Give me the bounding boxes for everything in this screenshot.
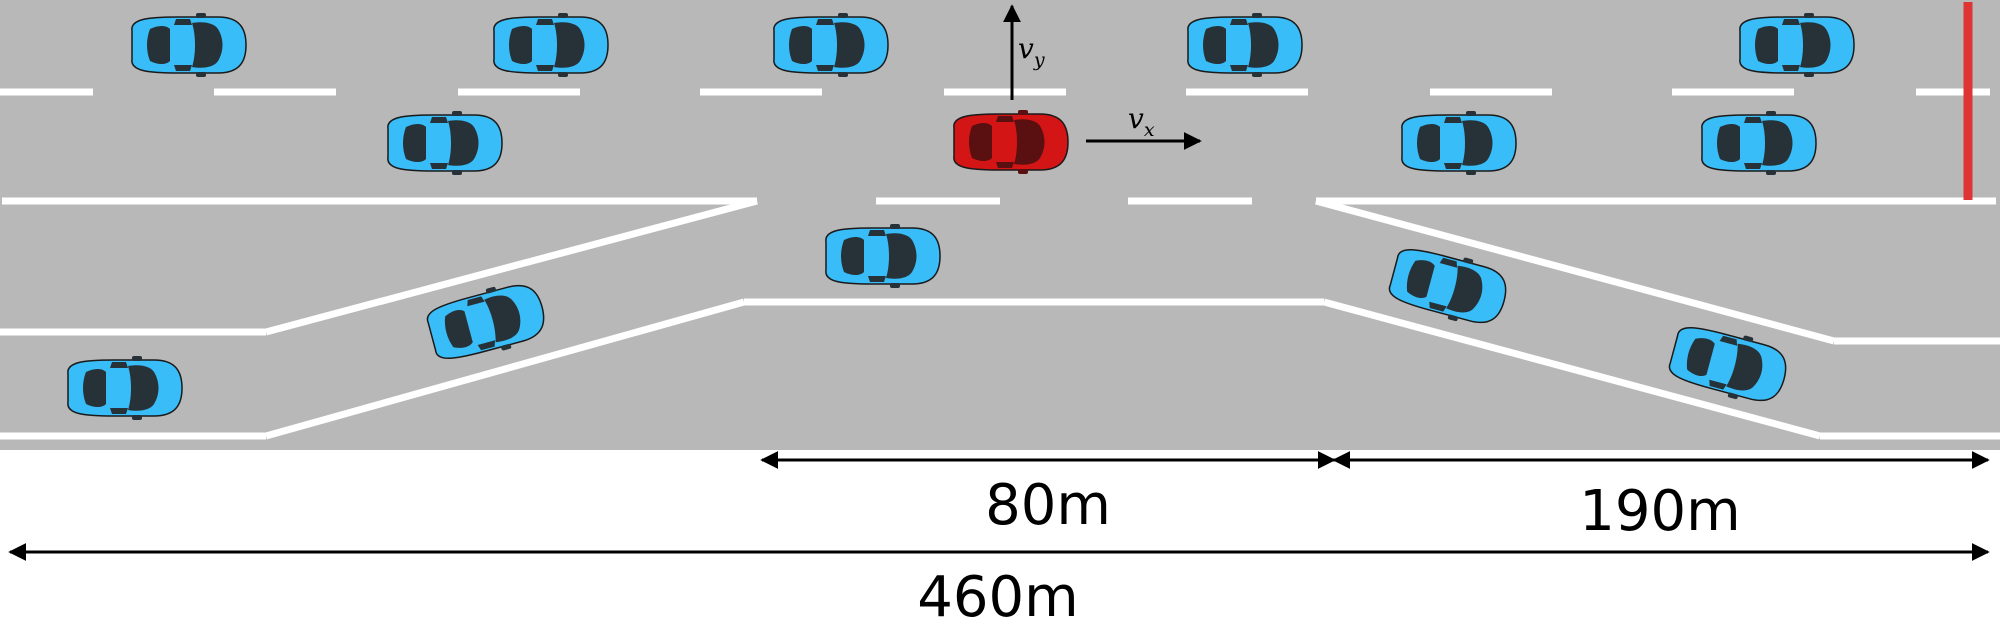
car-icon-3 xyxy=(1187,13,1303,77)
car-icon-8 xyxy=(825,224,941,288)
car-icon-4 xyxy=(1739,13,1855,77)
car-icon-0 xyxy=(131,13,247,77)
dim-190m-label: 190m xyxy=(1579,479,1740,544)
vy-label: vy xyxy=(1018,32,1045,71)
ego-car-icon xyxy=(953,110,1069,174)
dimension-lines: 80m 190m 460m xyxy=(8,451,1990,618)
car-icon-5 xyxy=(387,111,503,175)
car-icon-12 xyxy=(1668,326,1787,402)
ramp-left-lower xyxy=(265,298,745,440)
vx-label: vx xyxy=(1128,102,1155,141)
ramp-left-upper xyxy=(265,197,758,336)
dim-80m-label: 80m xyxy=(985,473,1111,538)
ramp-right-lower xyxy=(1323,298,1821,440)
car-icon-10 xyxy=(67,356,183,420)
car-icon-7 xyxy=(1701,111,1817,175)
dim-460m-label: 460m xyxy=(917,565,1078,618)
car-icon-2 xyxy=(773,13,889,77)
vehicles xyxy=(67,13,1855,420)
ramp-right-upper xyxy=(1315,197,1835,345)
car-icon-11 xyxy=(1388,248,1507,324)
car-icon-1 xyxy=(493,13,609,77)
car-icon-9 xyxy=(426,284,545,360)
velocity-vectors: vy vx xyxy=(1003,4,1202,150)
car-icon-6 xyxy=(1401,111,1517,175)
lane-markings xyxy=(0,2,2000,440)
